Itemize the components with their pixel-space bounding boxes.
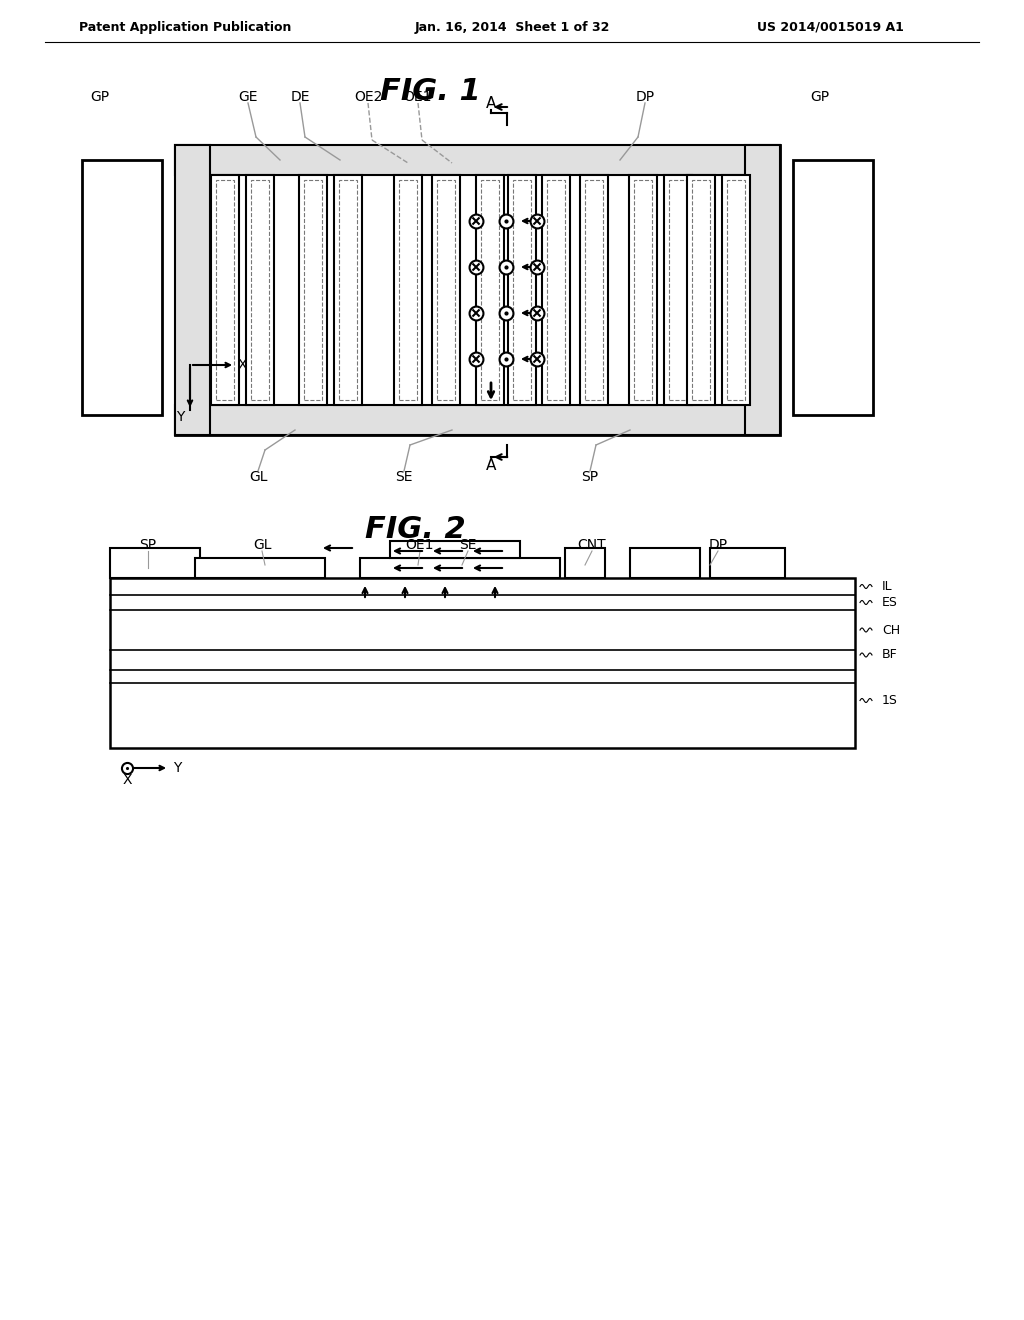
Bar bbox=[390, 541, 520, 558]
Bar bbox=[669, 180, 686, 400]
Text: GL: GL bbox=[253, 539, 271, 552]
Bar bbox=[399, 180, 417, 400]
Text: GP: GP bbox=[810, 90, 829, 104]
Text: Y: Y bbox=[173, 762, 181, 775]
Text: IL: IL bbox=[882, 579, 893, 593]
Bar bbox=[339, 180, 356, 400]
Bar bbox=[334, 176, 361, 405]
Text: DP: DP bbox=[636, 90, 654, 104]
Bar bbox=[664, 176, 691, 405]
Bar bbox=[745, 145, 780, 436]
Bar bbox=[437, 180, 455, 400]
Bar bbox=[299, 176, 327, 405]
Text: FIG. 1: FIG. 1 bbox=[380, 78, 480, 107]
Text: 1S: 1S bbox=[882, 694, 898, 708]
Bar bbox=[513, 180, 531, 400]
Bar bbox=[195, 558, 325, 578]
Text: SP: SP bbox=[582, 470, 599, 484]
Bar bbox=[211, 176, 239, 405]
Bar bbox=[634, 180, 651, 400]
Bar bbox=[303, 180, 322, 400]
Text: A: A bbox=[485, 458, 497, 473]
Text: Jan. 16, 2014  Sheet 1 of 32: Jan. 16, 2014 Sheet 1 of 32 bbox=[415, 21, 609, 33]
Bar bbox=[394, 176, 422, 405]
Text: Patent Application Publication: Patent Application Publication bbox=[79, 21, 291, 33]
Bar bbox=[476, 176, 504, 405]
Bar bbox=[82, 160, 162, 414]
Text: OE1: OE1 bbox=[403, 90, 432, 104]
Text: ES: ES bbox=[882, 597, 898, 609]
Text: GP: GP bbox=[90, 90, 110, 104]
Bar bbox=[580, 176, 608, 405]
Bar bbox=[565, 548, 605, 578]
Text: A: A bbox=[485, 95, 497, 111]
Text: X: X bbox=[122, 774, 132, 787]
Bar bbox=[110, 548, 200, 578]
Bar bbox=[630, 548, 700, 578]
Bar bbox=[240, 560, 270, 578]
Bar bbox=[251, 180, 268, 400]
Text: OE1: OE1 bbox=[406, 539, 434, 552]
Bar bbox=[175, 405, 780, 436]
Text: OE2: OE2 bbox=[354, 90, 382, 104]
Text: SE: SE bbox=[395, 470, 413, 484]
Bar bbox=[629, 176, 656, 405]
Text: DE: DE bbox=[290, 90, 309, 104]
Bar bbox=[175, 145, 780, 436]
Text: BF: BF bbox=[882, 648, 898, 661]
Bar bbox=[793, 160, 873, 414]
Text: GE: GE bbox=[239, 90, 258, 104]
Text: US 2014/0015019 A1: US 2014/0015019 A1 bbox=[757, 21, 903, 33]
Text: X: X bbox=[238, 358, 247, 372]
Text: CH: CH bbox=[882, 623, 900, 636]
Bar bbox=[246, 176, 273, 405]
Text: Y: Y bbox=[176, 411, 184, 424]
Bar bbox=[215, 180, 233, 400]
Bar bbox=[547, 180, 565, 400]
Bar bbox=[175, 145, 780, 176]
Bar bbox=[726, 180, 744, 400]
Bar bbox=[691, 180, 710, 400]
Text: GL: GL bbox=[249, 470, 267, 484]
Bar bbox=[508, 176, 536, 405]
Bar bbox=[432, 176, 460, 405]
Text: SE: SE bbox=[459, 539, 477, 552]
Bar bbox=[686, 176, 715, 405]
Bar bbox=[175, 145, 210, 436]
Bar bbox=[110, 578, 855, 748]
Bar bbox=[722, 176, 750, 405]
Bar bbox=[542, 176, 570, 405]
Bar bbox=[360, 558, 560, 578]
Bar bbox=[710, 548, 785, 578]
Text: SP: SP bbox=[139, 539, 157, 552]
Text: CNT: CNT bbox=[578, 539, 606, 552]
Bar bbox=[585, 180, 603, 400]
Bar bbox=[481, 180, 499, 400]
Text: DP: DP bbox=[709, 539, 728, 552]
Text: FIG. 2: FIG. 2 bbox=[365, 516, 465, 544]
